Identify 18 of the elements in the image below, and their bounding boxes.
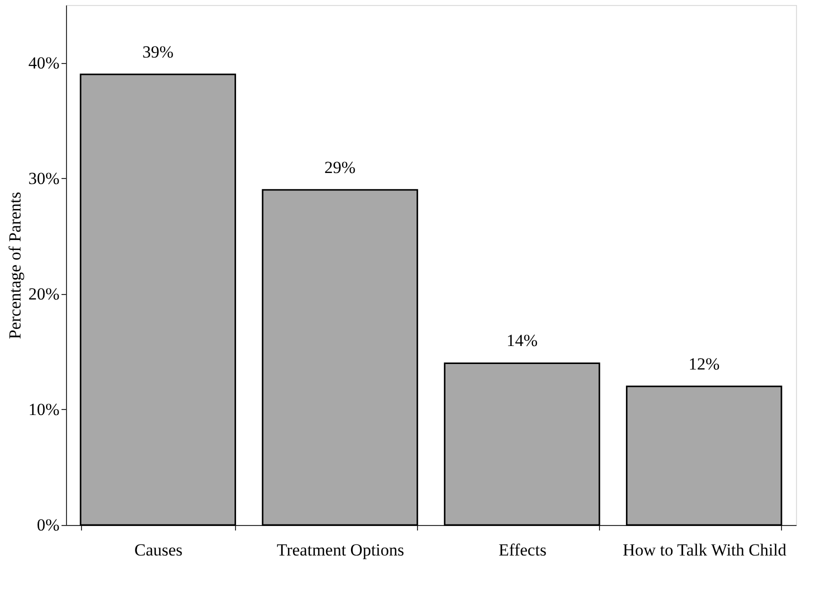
x-tick-label: Treatment Options <box>276 540 404 560</box>
bar <box>262 189 418 526</box>
x-tick-label: Causes <box>134 540 183 560</box>
data-label: 29% <box>324 158 356 177</box>
y-tick-label: 40% <box>28 53 60 72</box>
x-tick-label: Effects <box>498 540 546 560</box>
y-tick-label: 20% <box>28 284 60 304</box>
y-tick-label: 10% <box>28 400 60 419</box>
bar <box>444 362 600 526</box>
data-label: 12% <box>688 354 720 374</box>
bar <box>626 386 782 526</box>
bar <box>80 74 236 526</box>
data-label: 39% <box>142 42 174 62</box>
y-tick-label: 0% <box>36 516 60 534</box>
y-axis-title: Percentage of Parents <box>5 192 24 340</box>
x-tick-label: How to Talk With Child <box>622 540 787 560</box>
y-tick-label: 30% <box>28 168 60 188</box>
data-label: 14% <box>506 331 538 350</box>
